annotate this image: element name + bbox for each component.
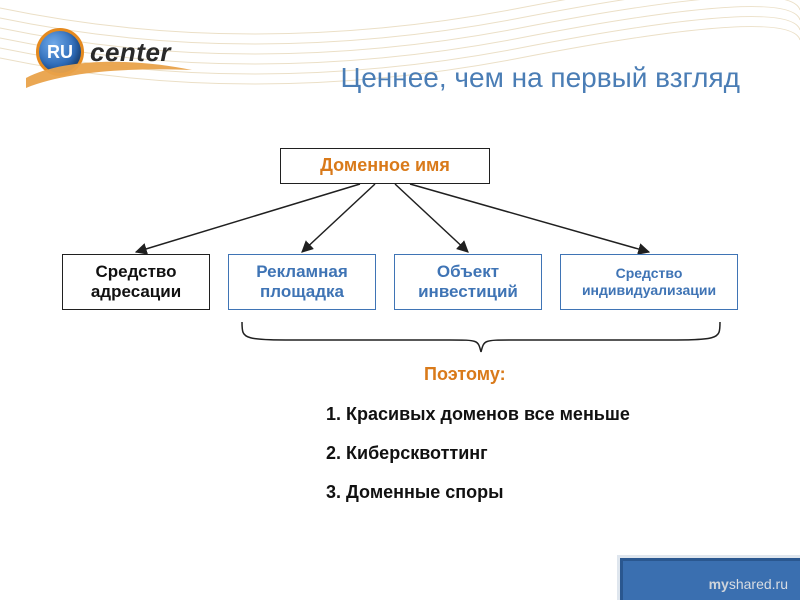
watermark-suffix: shared.ru: [729, 576, 788, 592]
watermark: myshared.ru: [709, 576, 788, 592]
diagram-root-label: Доменное имя: [320, 155, 450, 177]
consequence-item: 1. Красивых доменов все меньше: [326, 404, 630, 425]
slide-title: Ценнее, чем на первый взгляд: [341, 62, 740, 94]
consequence-list: 1. Красивых доменов все меньше 2. Киберс…: [326, 404, 630, 521]
logo: RU center: [36, 28, 171, 76]
diagram-child-label: Средствоиндивидуализации: [582, 265, 716, 299]
diagram-child-node: Объектинвестиций: [394, 254, 542, 310]
diagram-child-label: Рекламнаяплощадка: [256, 262, 348, 303]
diagram-child-label: Средствоадресации: [91, 262, 181, 303]
diagram-root-node: Доменное имя: [280, 148, 490, 184]
diagram-child-label: Объектинвестиций: [418, 262, 518, 303]
diagram-child-node: Средствоиндивидуализации: [560, 254, 738, 310]
consequence-item: 2. Киберсквоттинг: [326, 443, 630, 464]
watermark-prefix: my: [709, 576, 729, 592]
consequence-item: 3. Доменные споры: [326, 482, 630, 503]
logo-word: center: [90, 37, 171, 68]
diagram-child-node: Рекламнаяплощадка: [228, 254, 376, 310]
therefore-label: Поэтому:: [424, 364, 506, 385]
diagram-child-node: Средствоадресации: [62, 254, 210, 310]
logo-badge: RU: [36, 28, 84, 76]
logo-badge-text: RU: [47, 42, 73, 63]
